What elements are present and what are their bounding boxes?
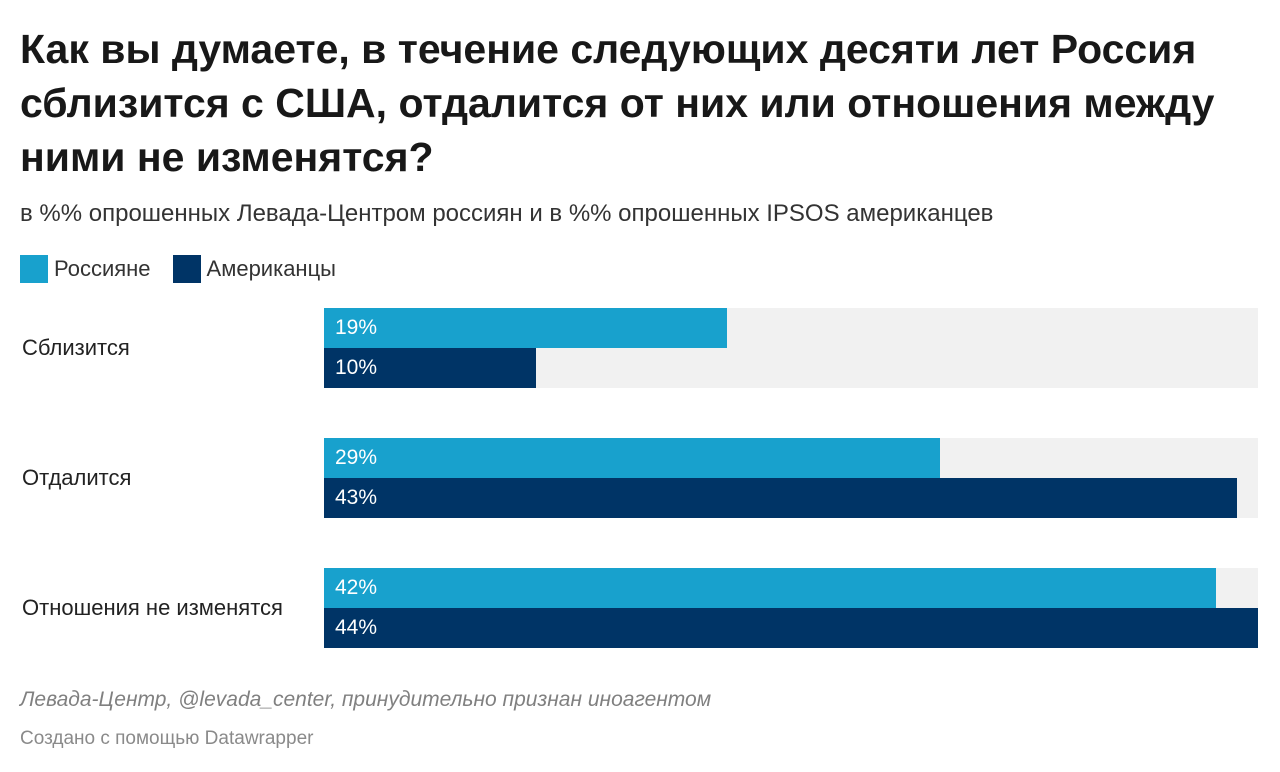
chart-subtitle: в %% опрошенных Левада-Центром россиян и… (20, 200, 994, 227)
datawrapper-credit: Создано с помощью Datawrapper (20, 728, 314, 749)
bar-no-change-americans (324, 608, 1258, 648)
bar-background-drift-apart (324, 438, 1258, 518)
bar-approach-americans (324, 348, 536, 388)
chart-title: Как вы думаете, в течение следующих деся… (20, 26, 1215, 180)
value-label-drift-apart-americans: 43% (335, 486, 378, 509)
bar-no-change-russians (324, 568, 1216, 608)
bar-approach-russians (324, 308, 727, 348)
legend-swatch-americans (172, 255, 201, 283)
bar-drift-apart-americans (324, 478, 1237, 518)
bar-drift-apart-russians (324, 438, 940, 478)
value-label-drift-apart-russians: 29% (335, 446, 378, 469)
category-label-approach: Сблизится (22, 335, 130, 360)
legend: Россияне Американцы (20, 254, 336, 284)
value-label-approach-americans: 10% (335, 356, 378, 379)
value-label-no-change-russians: 42% (335, 576, 378, 599)
legend-swatch-russians (20, 255, 48, 283)
value-label-approach-russians: 19% (335, 316, 378, 339)
value-label-no-change-americans: 44% (335, 616, 378, 639)
legend-item-russians: Россияне (20, 255, 151, 283)
legend-item-americans: Американцы (172, 255, 336, 283)
source-note: Левада-Центр, @levada_center, принудител… (20, 688, 712, 711)
category-label-no-change: Отношения не изменятся (22, 595, 283, 620)
category-label-drift-apart: Отдалится (22, 465, 132, 490)
legend-label-russians: Россияне (54, 256, 151, 281)
bar-background-no-change (324, 568, 1258, 648)
legend-label-americans: Американцы (206, 256, 336, 281)
bar-background-approach (324, 308, 1258, 388)
